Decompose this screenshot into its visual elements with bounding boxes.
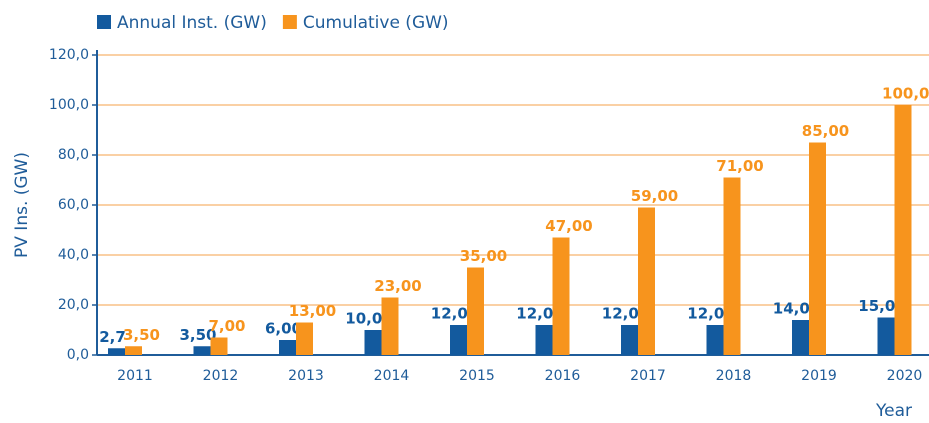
legend-label: Annual Inst. (GW) xyxy=(117,13,267,33)
bar xyxy=(809,142,826,355)
bar xyxy=(193,346,211,355)
bar xyxy=(621,325,638,355)
bar xyxy=(792,320,809,355)
bar xyxy=(125,346,142,355)
x-tick-label: 2016 xyxy=(545,368,581,384)
value-label: 12,00 xyxy=(687,305,734,323)
value-label: 23,00 xyxy=(374,277,421,295)
bar xyxy=(450,325,467,355)
bar xyxy=(467,267,484,355)
x-tick-label: 2013 xyxy=(288,368,324,384)
value-label: 10,00 xyxy=(345,310,392,328)
y-tick-label: 40,0 xyxy=(58,247,89,263)
bar xyxy=(364,330,382,355)
x-tick-label: 2019 xyxy=(801,368,837,384)
bar xyxy=(210,337,228,355)
bar xyxy=(279,340,296,355)
value-label: 6,00 xyxy=(265,320,302,338)
x-tick-label: 2017 xyxy=(630,368,666,384)
legend-label: Cumulative (GW) xyxy=(303,13,449,33)
value-label: 12,00 xyxy=(602,305,649,323)
value-label: 12,00 xyxy=(516,305,563,323)
bar xyxy=(552,237,570,355)
x-tick-label: 2011 xyxy=(117,368,153,384)
value-label: 13,00 xyxy=(289,302,336,320)
value-label: 3,50 xyxy=(179,326,216,344)
value-label: 100,00 xyxy=(882,85,929,103)
value-label: 47,00 xyxy=(545,217,592,235)
x-tick-label: 2015 xyxy=(459,368,495,384)
value-label: 85,00 xyxy=(802,122,849,140)
legend-swatch xyxy=(97,15,111,29)
legend-swatch xyxy=(282,15,297,29)
value-label: 12,00 xyxy=(431,305,478,323)
bar xyxy=(296,322,313,355)
y-tick-label: 20,0 xyxy=(58,297,89,313)
x-tick-label: 2014 xyxy=(374,368,410,384)
value-label: 14,00 xyxy=(773,300,820,318)
value-label: 71,00 xyxy=(716,157,763,175)
bar xyxy=(894,105,912,355)
bar xyxy=(381,297,399,355)
bar xyxy=(706,325,724,355)
value-label: 15,00 xyxy=(858,297,905,315)
value-label: 3,50 xyxy=(123,326,160,344)
bar xyxy=(535,325,553,355)
bar xyxy=(108,348,125,355)
y-axis-label: PV Ins. (GW) xyxy=(12,152,32,258)
y-tick-label: 80,0 xyxy=(58,147,89,163)
y-tick-label: 100,0 xyxy=(49,97,89,113)
value-label: 7,00 xyxy=(208,317,245,335)
y-tick-label: 60,0 xyxy=(58,197,89,213)
y-tick-label: 0,0 xyxy=(67,347,89,363)
x-tick-label: 2012 xyxy=(203,368,239,384)
x-tick-label: 2020 xyxy=(887,368,923,384)
y-tick-label: 120,0 xyxy=(49,47,89,63)
value-label: 2,7 xyxy=(99,328,126,346)
bar xyxy=(638,207,655,355)
value-label: 59,00 xyxy=(631,187,678,205)
bar xyxy=(877,317,895,355)
bar xyxy=(723,177,741,355)
x-tick-label: 2018 xyxy=(716,368,752,384)
x-axis-label: Year xyxy=(875,401,912,421)
value-label: 35,00 xyxy=(460,247,507,265)
